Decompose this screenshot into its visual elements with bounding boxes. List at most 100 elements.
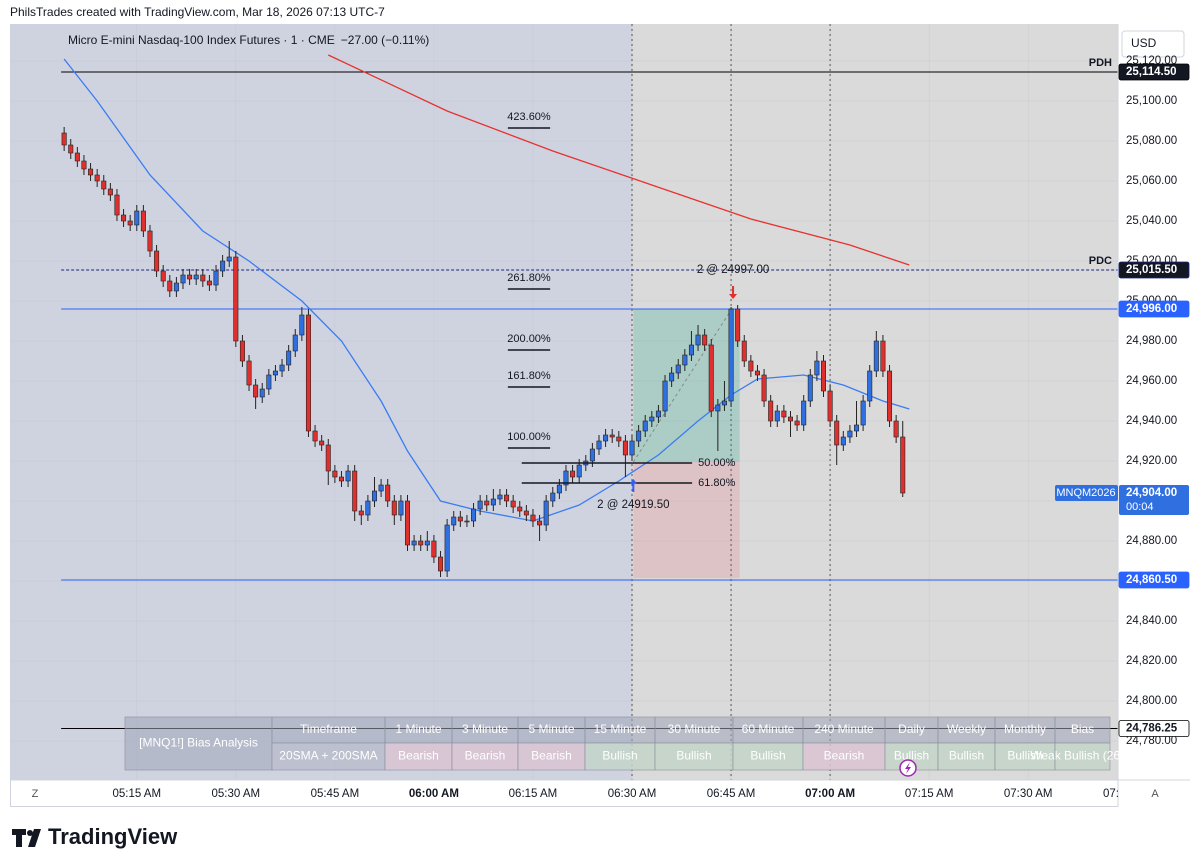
y-tick-label: 24,940.00 [1126,415,1177,427]
table-cell [384,742,453,771]
candle-body [180,274,186,284]
candle-body [81,160,87,170]
candle-body [708,344,714,412]
table-value: Bearish [398,749,439,763]
candle-body [636,430,642,442]
table-header: 1 Minute [395,722,441,736]
y-tick-label: 24,980.00 [1126,335,1177,347]
x-tick-label: 05:30 AM [212,788,261,800]
legend: Micro E-mini Nasdaq-100 Index Futures · … [68,33,429,47]
level-price-tag [1118,261,1190,279]
y-tick-label: 24,840.00 [1126,615,1177,627]
candle-body [220,260,226,272]
candle-body [781,410,787,418]
table-cell [451,742,519,771]
candle-body [497,494,503,500]
candle-body [589,448,595,462]
x-tick-label: 07:45 AM [1103,788,1152,800]
table-header: 5 Minute [528,722,574,736]
candle-body [616,436,622,442]
candle-body [741,340,747,362]
candle-body [167,280,173,292]
candle-body [854,424,860,432]
auto-button[interactable]: A [1151,788,1159,800]
candle-body [629,440,635,456]
candle-body [543,500,549,526]
y-tick-label: 24,780.00 [1126,735,1177,747]
candle-body [873,340,879,372]
candle-body [325,444,331,472]
trade-link [632,306,734,463]
candle-body [847,430,853,438]
legend-change: −27.00 (−0.11%) [341,33,430,47]
candle-body [299,314,305,336]
table-header: 60 Minute [742,722,795,736]
y-tick-label: 24,920.00 [1126,455,1177,467]
moving-average [328,54,910,266]
x-tick-label: 07:00 AM [805,788,855,800]
table-header: 3 Minute [462,722,508,736]
candle-body [371,490,377,502]
candle-body [239,340,245,362]
currency-button[interactable] [1121,30,1185,58]
level-price-label: 24,860.50 [1126,574,1177,586]
candle-body [292,334,298,352]
last-price-label: 24,904.00 [1126,487,1177,499]
candle-body [893,420,899,438]
candle-body [173,282,179,292]
time-axis: 05:15 AM 05:30 AM 05:45 AM 06:00 AM 06:15 AM… [112,788,1152,800]
currency[interactable]: USD [1131,36,1157,50]
table-value: Bearish [531,749,572,763]
candle-body [94,174,100,182]
fib-label: 50.00% [698,457,736,469]
candle-body [154,250,160,272]
table-value: Bearish [465,749,506,763]
candle-body [424,540,430,546]
candle-body [517,506,523,512]
table-header-cell [1054,716,1111,744]
candle-body [206,280,212,286]
candle-body [728,308,734,402]
fib-label: 61.80% [698,477,736,489]
candle-body [715,404,721,412]
table-value: Bullish [894,749,929,763]
candle-body [860,400,866,426]
candle-body [451,516,457,526]
candle-body [814,360,820,376]
candle-body [74,152,80,162]
candle-body [345,470,351,482]
last-price-tag [1119,485,1189,515]
table-cell [517,742,586,771]
table-header: Weekly [947,722,986,736]
y-tick-label: 25,060.00 [1126,175,1177,187]
candle-body [457,516,463,522]
price-axis [1118,24,1190,807]
alert-bolt [905,762,911,774]
candle-body [358,510,364,516]
table-cell [937,742,996,771]
candle-body [867,370,873,402]
candle-body [807,374,813,402]
candle-body [530,514,536,522]
candle-body [596,440,602,450]
table-header-cell [732,716,804,744]
candle-body [352,470,358,512]
x-tick-label: 07:15 AM [905,788,954,800]
table-title: [MNQ1!] Bias Analysis [139,736,258,750]
candle-body [68,144,74,154]
candle-body [286,350,292,366]
table-header: Timeframe [300,722,357,736]
candle-body [107,188,113,196]
level-price-tag [1118,720,1190,737]
countdown: 00:04 [1126,501,1154,513]
candle-body [438,556,444,572]
candle-body [464,520,470,523]
y-tick-label: 24,820.00 [1126,655,1177,667]
zoom-button[interactable]: Z [32,788,39,800]
table-header: 240 Minute [814,722,874,736]
fib-label: 161.80% [507,370,551,382]
candle-body [748,360,754,372]
table-value: Bullish [750,749,785,763]
